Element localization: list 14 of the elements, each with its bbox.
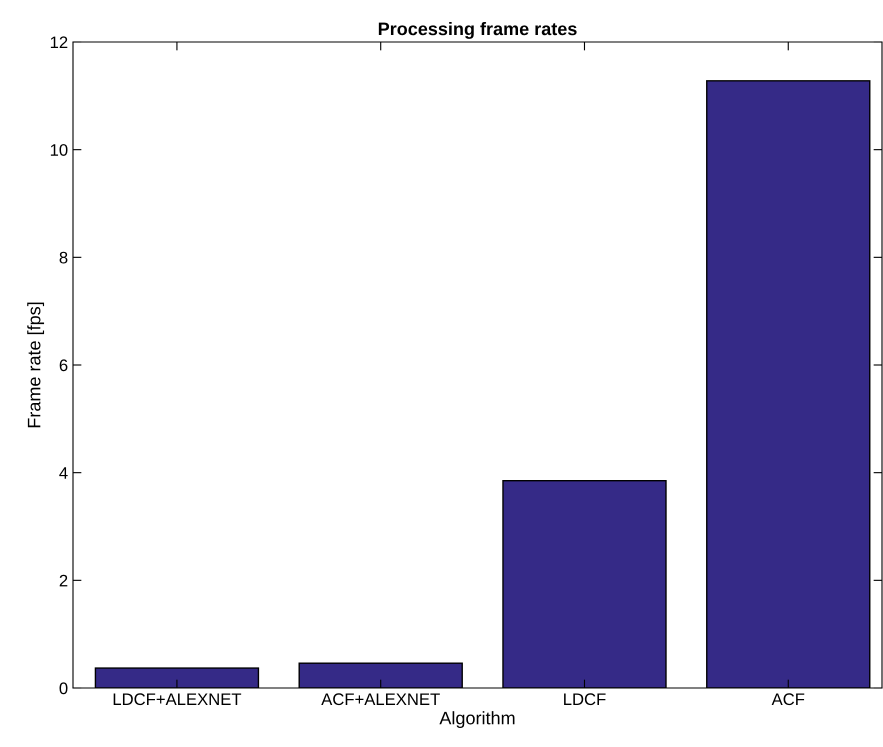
chart-title: Processing frame rates (378, 22, 577, 39)
x-axis-title: Algorithm (439, 711, 514, 728)
y-tick-label: 6 (60, 359, 68, 372)
y-tick-label: 4 (59, 467, 68, 479)
y-tick-label: 8 (60, 252, 68, 264)
x-tick-label: LDCF (564, 693, 606, 706)
y-tick-label: 2 (60, 574, 68, 586)
y-tick-label: 0 (60, 682, 68, 694)
x-tick-label: LDCF+ALEXNET (114, 693, 242, 706)
x-tick-label: ACF+ALEXNET (321, 693, 440, 706)
y-tick-label: 12 (50, 36, 68, 48)
y-tick-label: 10 (50, 144, 68, 156)
y-axis-title: Frame rate [fps] (27, 302, 44, 428)
x-tick-label: ACF (772, 693, 804, 706)
